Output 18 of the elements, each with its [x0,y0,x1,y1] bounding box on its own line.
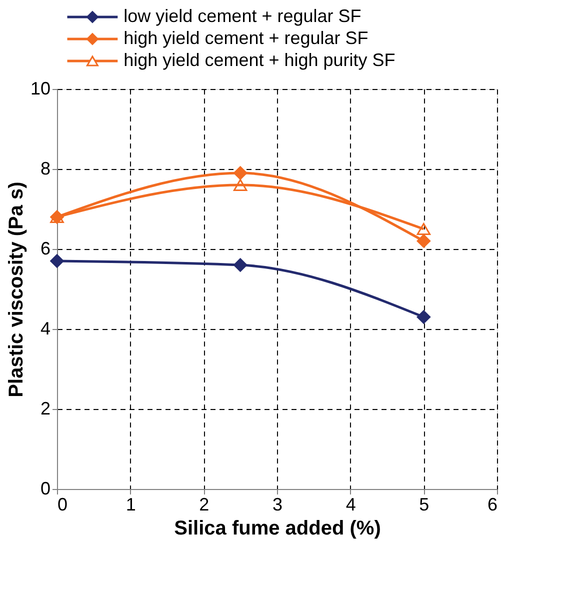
legend-label: high yield cement + regular SF [124,28,368,48]
y-tick-label: 4 [40,318,50,338]
y-tick-label: 6 [40,238,50,258]
x-tick-label: 0 [58,494,68,514]
x-tick-label: 2 [199,494,210,514]
x-axis-title: Silica fume added (%) [174,518,381,540]
y-tick-label: 0 [40,478,50,498]
x-tick-label: 5 [419,494,430,514]
y-tick-label: 2 [40,398,50,418]
y-axis-title: Plastic viscosity (Pa s) [5,182,28,398]
x-tick-label: 1 [126,494,136,514]
y-tick-label: 10 [30,78,50,98]
x-tick-label: 3 [272,494,283,514]
legend-label: high yield cement + high purity SF [124,50,396,70]
legend-label: low yield cement + regular SF [124,6,362,26]
y-tick-label: 8 [40,158,50,178]
x-tick-label: 4 [346,494,356,514]
x-tick-label: 6 [487,494,498,514]
